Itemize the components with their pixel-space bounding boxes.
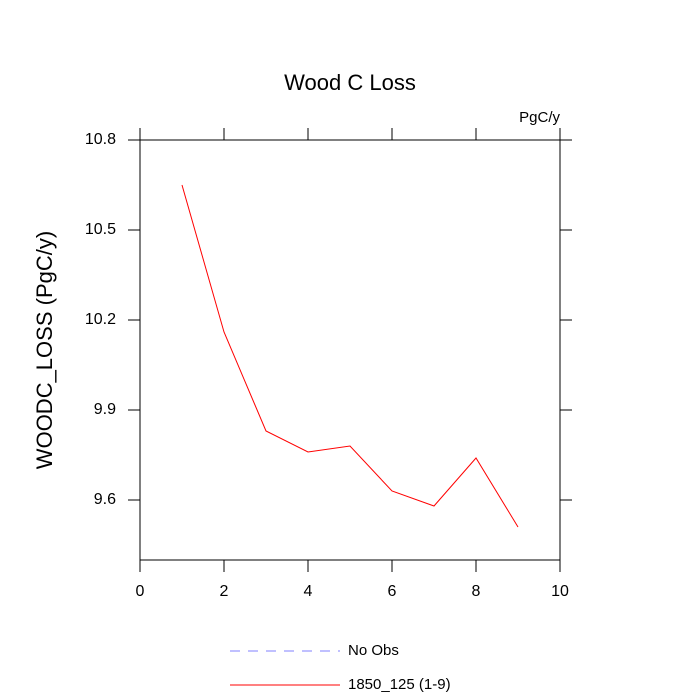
x-tick-label: 8 (472, 583, 481, 600)
y-tick-label: 9.9 (94, 401, 116, 418)
plot-frame (139, 139, 561, 561)
chart-title: Wood C Loss (284, 70, 416, 95)
units-label: PgC/y (519, 109, 560, 126)
x-tick-label: 4 (304, 583, 313, 600)
x-tick-label: 0 (136, 583, 145, 600)
x-tick-label: 2 (220, 583, 229, 600)
legend-label: No Obs (348, 642, 399, 659)
y-tick-label: 9.6 (94, 491, 116, 508)
x-tick-label: 10 (551, 583, 569, 600)
y-axis-label: WOODC_LOSS (PgC/y) (32, 231, 57, 469)
y-tick-label: 10.2 (85, 311, 116, 328)
data-line (181, 184, 519, 528)
y-tick-label: 10.5 (85, 221, 116, 238)
y-tick-label: 10.8 (85, 131, 116, 148)
x-tick-label: 6 (388, 583, 397, 600)
legend-label: 1850_125 (1-9) (348, 676, 451, 693)
